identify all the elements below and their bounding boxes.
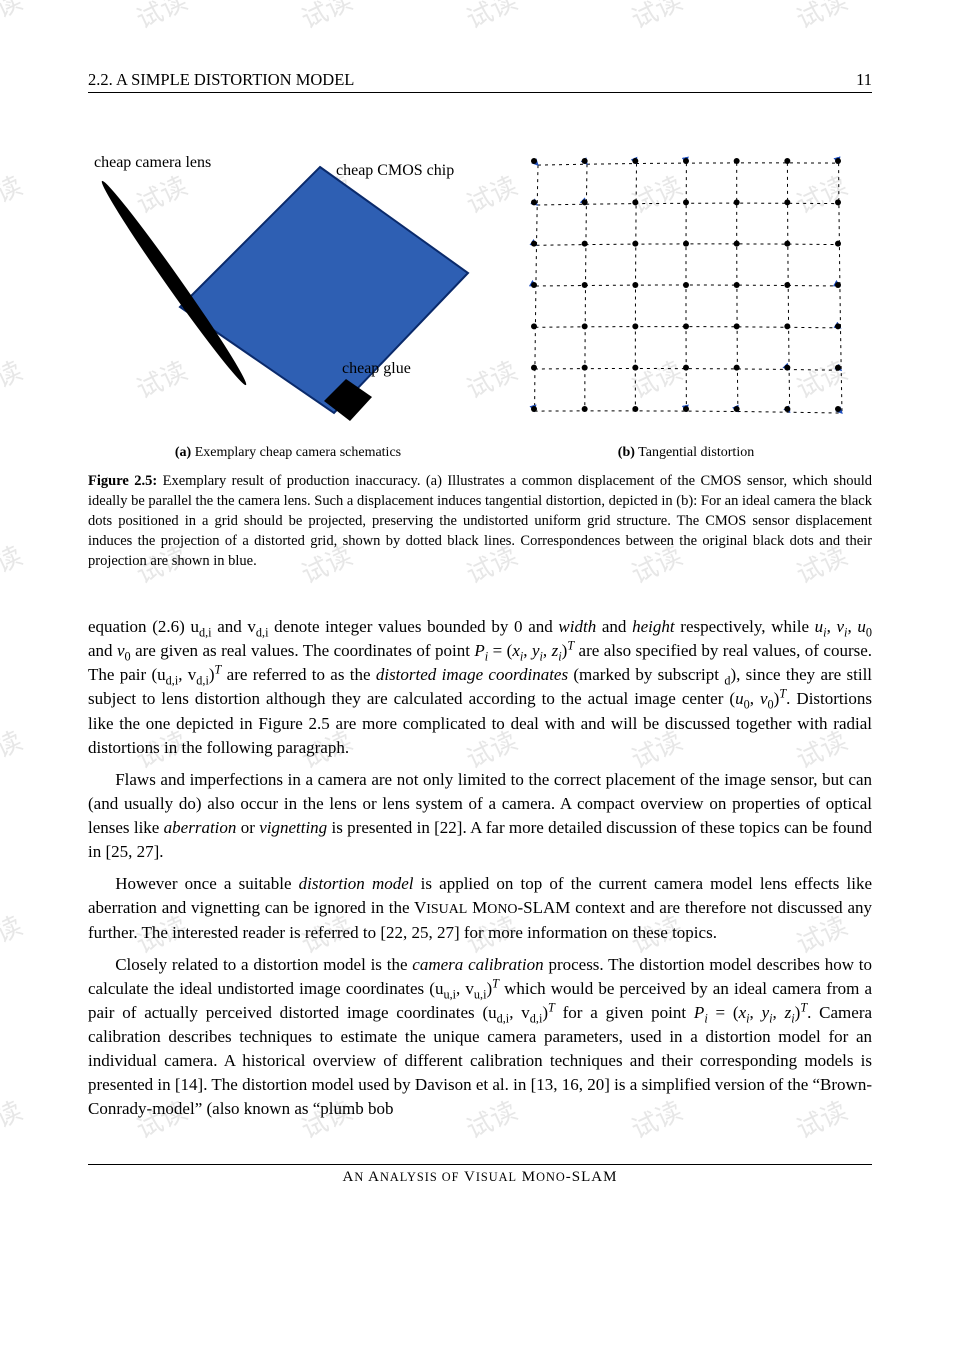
camera-schematic-svg: cheap camera lens cheap CMOS chip cheap gl… bbox=[88, 139, 488, 439]
tangential-distortion-svg bbox=[500, 139, 872, 439]
running-head: 2.2. A SIMPLE DISTORTION MODEL 11 bbox=[88, 70, 872, 93]
subcaption-a: (a) Exemplary cheap camera schematics bbox=[175, 445, 401, 461]
svg-text:cheap glue: cheap glue bbox=[342, 360, 411, 377]
page-number: 11 bbox=[856, 70, 872, 90]
svg-text:cheap camera lens: cheap camera lens bbox=[94, 154, 211, 171]
figure-a: cheap camera lens cheap CMOS chip cheap gl… bbox=[88, 139, 488, 461]
figure-caption: Figure 2.5: Exemplary result of producti… bbox=[88, 471, 872, 571]
figure-row: cheap camera lens cheap CMOS chip cheap gl… bbox=[88, 139, 872, 461]
figure-b: (b) Tangential distortion bbox=[500, 139, 872, 461]
paragraph-1: equation (2.6) ud,i and vd,i denote inte… bbox=[88, 615, 872, 760]
subcaption-b: (b) Tangential distortion bbox=[618, 445, 754, 461]
svg-text:cheap CMOS chip: cheap CMOS chip bbox=[336, 162, 454, 179]
paragraph-4: Closely related to a distortion model is… bbox=[88, 953, 872, 1122]
footer: AN ANALYSIS OF VISUAL MONO-SLAM bbox=[88, 1165, 872, 1186]
paragraph-2: Flaws and imperfections in a camera are … bbox=[88, 768, 872, 865]
paragraph-3: However once a suitable distortion model… bbox=[88, 872, 872, 944]
section-title: 2.2. A SIMPLE DISTORTION MODEL bbox=[88, 70, 354, 90]
